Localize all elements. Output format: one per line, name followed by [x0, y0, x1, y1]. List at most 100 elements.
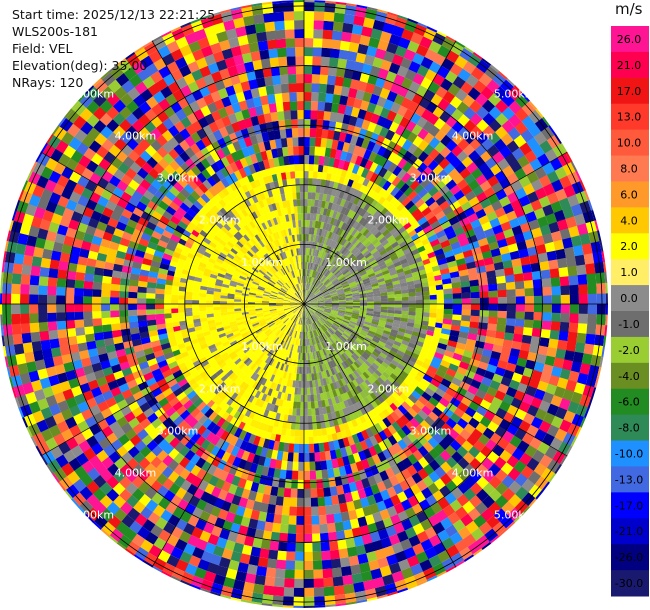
- velocity-gate: [594, 334, 605, 347]
- velocity-gate: [431, 190, 443, 202]
- velocity-gate: [346, 3, 358, 7]
- velocity-gate: [304, 20, 315, 30]
- velocity-gate: [376, 275, 384, 281]
- velocity-gate: [440, 328, 451, 336]
- velocity-gate: [316, 479, 324, 489]
- velocity-gate: [364, 54, 376, 66]
- velocity-gate: [380, 309, 388, 313]
- velocity-gate: [450, 156, 462, 169]
- velocity-gate: [406, 131, 418, 144]
- velocity-gate: [312, 287, 318, 294]
- velocity-gate: [331, 203, 337, 211]
- velocity-gate: [372, 228, 380, 236]
- velocity-gate: [400, 317, 408, 323]
- velocity-gate: [559, 197, 571, 211]
- velocity-gate: [393, 113, 404, 125]
- velocity-gate: [304, 2, 315, 12]
- velocity-gate: [412, 52, 425, 65]
- velocity-gate: [373, 241, 382, 248]
- velocity-gate: [339, 95, 349, 106]
- velocity-gate: [319, 266, 324, 274]
- velocity-gate: [373, 311, 381, 315]
- velocity-gate: [310, 298, 317, 302]
- velocity-gate: [451, 282, 462, 289]
- velocity-gate: [389, 270, 398, 276]
- velocity-gate: [407, 143, 419, 155]
- velocity-gate: [365, 170, 375, 181]
- velocity-gate: [367, 223, 375, 232]
- velocity-gate: [338, 299, 346, 302]
- velocity-gate: [445, 139, 458, 152]
- velocity-gate: [359, 72, 371, 83]
- velocity-gate: [300, 401, 304, 409]
- velocity-gate: [330, 232, 336, 241]
- velocity-gate: [418, 202, 429, 213]
- velocity-gate: [489, 217, 501, 229]
- velocity-gate: [443, 298, 453, 305]
- velocity-gate: [312, 263, 316, 271]
- velocity-gate: [303, 515, 312, 525]
- velocity-gate: [345, 297, 353, 300]
- velocity-gate: [505, 281, 516, 291]
- velocity-gate: [398, 37, 411, 50]
- velocity-gate: [314, 146, 321, 156]
- velocity-gate: [422, 155, 434, 167]
- velocity-gate: [310, 298, 318, 302]
- velocity-gate: [312, 560, 323, 570]
- velocity-gate: [285, 560, 295, 570]
- velocity-gate: [439, 200, 450, 211]
- velocity-gate: [264, 576, 276, 587]
- velocity-gate: [327, 263, 333, 270]
- velocity-gate: [303, 488, 311, 498]
- velocity-gate: [354, 250, 362, 258]
- velocity-gate: [313, 227, 318, 236]
- velocity-gate: [352, 305, 360, 308]
- velocity-gate: [437, 169, 449, 181]
- velocity-gate: [466, 261, 477, 270]
- velocity-gate: [424, 181, 435, 193]
- velocity-gate: [560, 294, 570, 305]
- velocity-gate: [392, 165, 403, 177]
- velocity-gate: [310, 299, 318, 303]
- velocity-gate: [369, 172, 379, 183]
- velocity-gate: [373, 153, 383, 165]
- velocity-gate: [429, 308, 437, 314]
- velocity-gate: [404, 273, 413, 279]
- velocity-gate: [352, 310, 360, 314]
- velocity-gate: [318, 283, 324, 289]
- velocity-gate: [411, 248, 420, 256]
- velocity-gate: [376, 223, 385, 232]
- velocity-gate: [459, 47, 474, 62]
- velocity-gate: [307, 291, 311, 298]
- velocity-gate: [303, 429, 309, 437]
- velocity-gate: [408, 311, 416, 316]
- velocity-gate: [310, 305, 318, 308]
- velocity-gate: [461, 286, 471, 294]
- velocity-gate: [323, 186, 329, 195]
- velocity-gate: [407, 318, 415, 324]
- velocity-gate: [350, 246, 358, 254]
- velocity-gate: [380, 292, 388, 296]
- velocity-gate: [430, 175, 442, 187]
- velocity-gate: [405, 276, 414, 283]
- velocity-gate: [293, 596, 304, 606]
- velocity-gate: [435, 229, 447, 239]
- velocity-gate: [329, 209, 335, 218]
- velocity-gate: [388, 267, 397, 273]
- velocity-gate: [443, 293, 453, 300]
- velocity-gate: [565, 216, 578, 229]
- velocity-gate: [321, 47, 332, 58]
- velocity-gate: [566, 256, 577, 268]
- velocity-gate: [370, 280, 378, 285]
- velocity-gate: [299, 429, 304, 437]
- velocity-gate: [435, 210, 446, 221]
- velocity-gate: [537, 216, 549, 228]
- velocity-gate: [313, 263, 317, 271]
- velocity-gate: [416, 64, 430, 78]
- velocity-gate: [321, 236, 326, 245]
- velocity-gate: [441, 58, 455, 71]
- velocity-gate: [438, 185, 450, 196]
- velocity-gate: [442, 244, 453, 254]
- velocity-gate: [360, 273, 368, 279]
- velocity-gate: [330, 294, 338, 298]
